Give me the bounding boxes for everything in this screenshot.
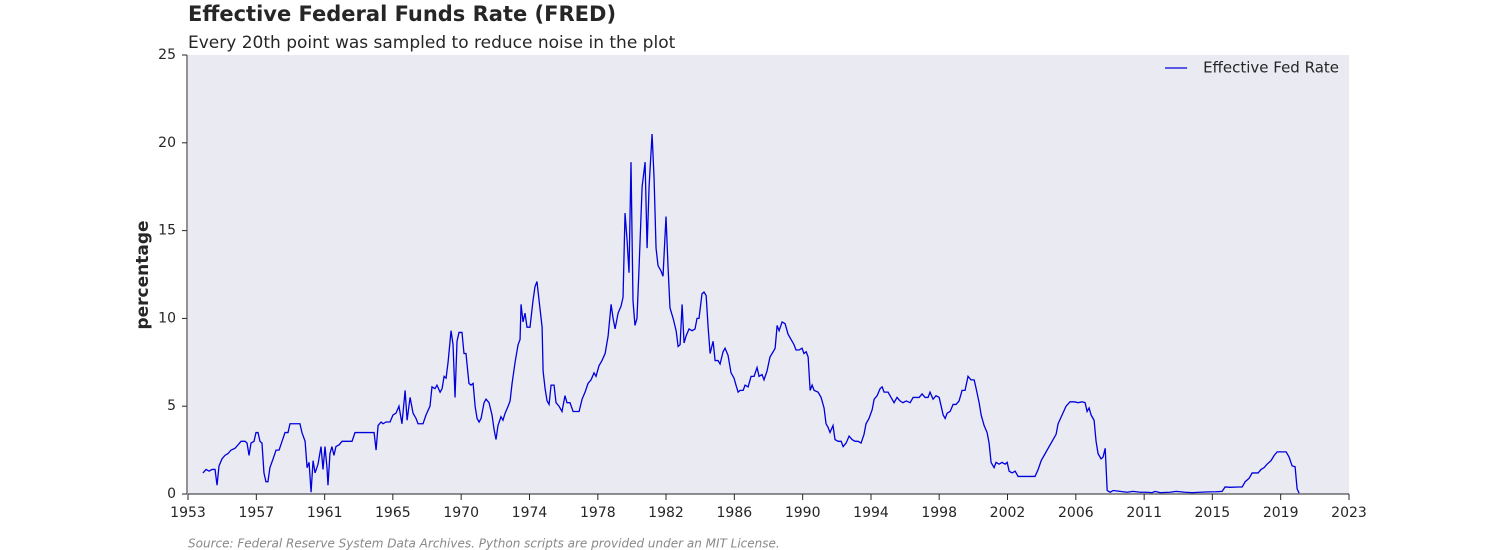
legend-label: Effective Fed Rate — [1203, 59, 1339, 77]
x-tick-label: 2023 — [1331, 505, 1367, 521]
y-tick-label: 10 — [158, 310, 176, 326]
x-tick-label: 1990 — [785, 505, 821, 521]
plot-area — [188, 55, 1349, 494]
chart-subtitle: Every 20th point was sampled to reduce n… — [188, 33, 676, 53]
y-tick-label: 0 — [167, 486, 176, 502]
x-tick-label: 2019 — [1263, 505, 1299, 521]
x-tick-label: 2011 — [1126, 505, 1162, 521]
data-line — [202, 133, 1300, 494]
y-tick-label: 5 — [167, 398, 176, 414]
y-tick-label: 20 — [158, 135, 176, 151]
x-tick-label: 1986 — [717, 505, 753, 521]
x-tick-label: 2015 — [1195, 505, 1231, 521]
x-tick-label: 1982 — [648, 505, 684, 521]
x-tick-label: 1974 — [512, 505, 548, 521]
y-tick-label: 25 — [158, 47, 176, 63]
chart-title: Effective Federal Funds Rate (FRED) — [188, 2, 616, 26]
y-axis-label: percentage — [133, 220, 153, 329]
x-tick-label: 1965 — [375, 505, 411, 521]
x-tick-label: 1978 — [580, 505, 616, 521]
x-tick-label: 1970 — [443, 505, 479, 521]
x-tick-label: 2002 — [990, 505, 1026, 521]
x-tick-label: 1957 — [239, 505, 275, 521]
source-note: Source: Federal Reserve System Data Arch… — [188, 537, 780, 550]
x-tick-label: 2006 — [1058, 505, 1094, 521]
x-tick-label: 1961 — [307, 505, 343, 521]
x-tick-label: 1994 — [853, 505, 889, 521]
y-tick-label: 15 — [158, 223, 176, 239]
x-tick-label: 1953 — [170, 505, 206, 521]
x-tick-label: 1998 — [921, 505, 957, 521]
